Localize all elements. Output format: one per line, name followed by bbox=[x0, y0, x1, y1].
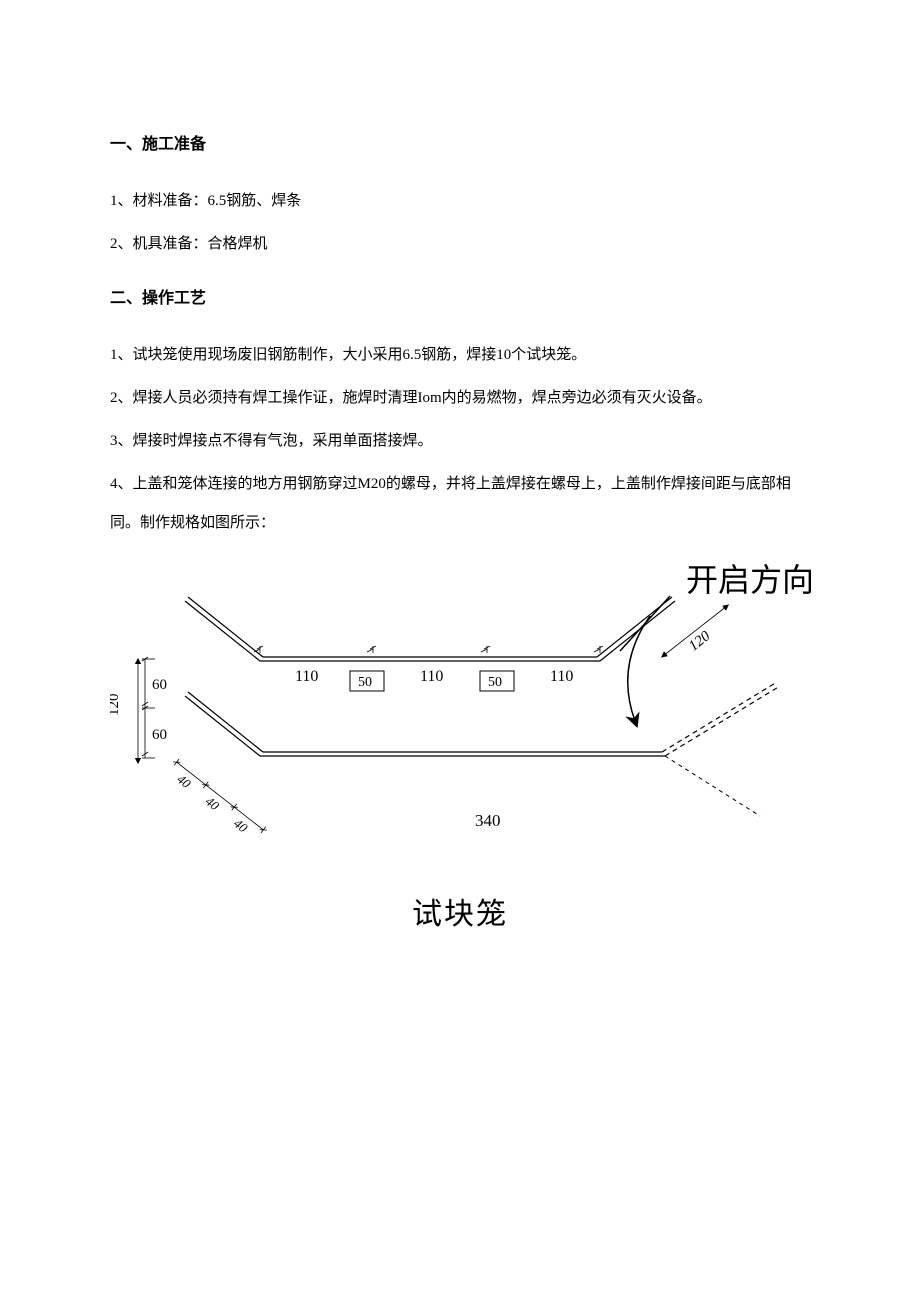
dim-110-c: 110 bbox=[550, 668, 573, 685]
dim-110-a: 110 bbox=[295, 668, 318, 685]
diagram-title: 试块笼 bbox=[110, 889, 810, 933]
cage-diagram: 开启方向 50 50 110 110 110 bbox=[110, 561, 870, 881]
dim-50-b: 50 bbox=[488, 675, 502, 690]
section-2-item-2: 2、焊接人员必须持有焊工操作证，施焊时清理Iom内的易燃物，焊点旁边必须有灭火设… bbox=[110, 379, 810, 418]
section-2-title: 二、操作工艺 bbox=[110, 284, 810, 308]
dim-40-c: 40 bbox=[231, 816, 251, 836]
section-2-item-1: 1、试块笼使用现场废旧钢筋制作，大小采用6.5钢筋，焊接10个试块笼。 bbox=[110, 336, 810, 375]
dim-110-b: 110 bbox=[420, 668, 443, 685]
dim-40-b: 40 bbox=[203, 793, 223, 813]
section-2-item-3: 3、焊接时焊接点不得有气泡，采用单面搭接焊。 bbox=[110, 422, 810, 461]
dim-60-b: 60 bbox=[152, 727, 167, 743]
diagram-container: 开启方向 50 50 110 110 110 bbox=[110, 561, 810, 933]
dim-120-left: 120 bbox=[110, 694, 122, 717]
dim-60-a: 60 bbox=[152, 677, 167, 693]
dim-340: 340 bbox=[475, 811, 501, 830]
section-1-title: 一、施工准备 bbox=[110, 130, 810, 154]
dim-40-a: 40 bbox=[174, 771, 194, 791]
section-1-item-2: 2、机具准备：合格焊机 bbox=[110, 225, 810, 264]
section-2-item-4: 4、上盖和笼体连接的地方用钢筋穿过M20的螺母，并将上盖焊接在螺母上，上盖制作焊… bbox=[110, 465, 810, 543]
direction-label: 开启方向 bbox=[686, 562, 814, 598]
dim-50-a: 50 bbox=[358, 675, 372, 690]
section-1-item-1: 1、材料准备：6.5钢筋、焊条 bbox=[110, 182, 810, 221]
dim-120-right: 120 bbox=[686, 628, 714, 655]
